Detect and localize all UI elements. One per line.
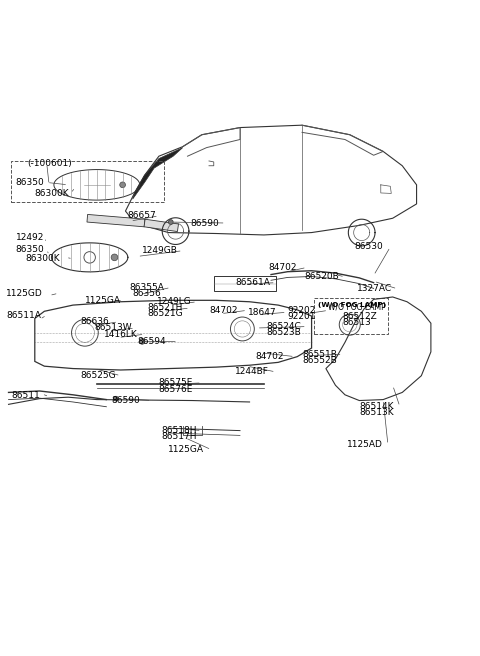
Text: 1125AD: 1125AD xyxy=(348,440,383,449)
Text: 86575E: 86575E xyxy=(159,379,193,388)
Text: 86518H: 86518H xyxy=(161,426,197,435)
Text: 86513W: 86513W xyxy=(95,323,132,333)
Text: (-100601): (-100601) xyxy=(28,159,72,168)
Text: 1249LG: 1249LG xyxy=(156,297,191,306)
Text: 86636: 86636 xyxy=(80,318,109,326)
Text: (W/O FOG LAMP): (W/O FOG LAMP) xyxy=(318,302,386,308)
Text: 86594: 86594 xyxy=(137,337,166,346)
Text: 86300K: 86300K xyxy=(35,189,70,198)
Text: W/O FOG LAMP: W/O FOG LAMP xyxy=(328,302,386,311)
Text: 1327AC: 1327AC xyxy=(357,284,392,293)
Circle shape xyxy=(111,254,118,260)
Text: 86356: 86356 xyxy=(132,289,161,298)
Text: 86590: 86590 xyxy=(111,396,140,405)
Text: 86513K: 86513K xyxy=(360,409,394,417)
Text: 86300K: 86300K xyxy=(25,255,60,263)
Text: 12492: 12492 xyxy=(16,233,44,242)
Text: 86511A: 86511A xyxy=(6,310,41,319)
Bar xyxy=(214,276,276,291)
Text: 86513: 86513 xyxy=(343,318,372,327)
Text: 86514K: 86514K xyxy=(360,402,394,411)
Bar xyxy=(314,298,388,334)
Text: 1416LK: 1416LK xyxy=(104,330,138,338)
Text: 86561A: 86561A xyxy=(235,278,270,287)
Text: 86590: 86590 xyxy=(190,218,219,228)
Circle shape xyxy=(168,220,173,224)
Text: 86511: 86511 xyxy=(11,391,40,400)
Text: 1125GA: 1125GA xyxy=(85,296,121,305)
Bar xyxy=(11,161,164,201)
Text: 86530: 86530 xyxy=(355,242,384,251)
Circle shape xyxy=(114,396,118,401)
Text: 18647: 18647 xyxy=(248,308,277,317)
Text: 86551B: 86551B xyxy=(302,350,337,359)
Text: 86350: 86350 xyxy=(16,245,45,254)
Text: 86523B: 86523B xyxy=(266,328,301,337)
Text: 92201: 92201 xyxy=(288,312,316,321)
Text: 86350: 86350 xyxy=(16,178,45,187)
Text: 86576E: 86576E xyxy=(159,384,193,394)
Circle shape xyxy=(120,182,125,188)
Text: 86525G: 86525G xyxy=(80,371,116,380)
Text: 1244BF: 1244BF xyxy=(235,367,269,377)
Text: 1125GD: 1125GD xyxy=(6,289,43,298)
Text: 86657: 86657 xyxy=(128,211,156,220)
Text: 84702: 84702 xyxy=(269,263,297,272)
Polygon shape xyxy=(144,219,179,232)
Text: 86524C: 86524C xyxy=(266,322,301,331)
Text: 86521G: 86521G xyxy=(147,309,182,318)
Text: 84702: 84702 xyxy=(209,306,238,315)
Text: 86355A: 86355A xyxy=(129,283,164,292)
Polygon shape xyxy=(87,215,145,227)
Text: 86512Z: 86512Z xyxy=(343,312,377,321)
Text: 86521H: 86521H xyxy=(147,304,182,312)
Text: 86517H: 86517H xyxy=(161,432,197,441)
Text: 1125GA: 1125GA xyxy=(168,445,204,454)
Text: 86552B: 86552B xyxy=(302,356,337,365)
Circle shape xyxy=(139,338,145,344)
Text: 86520B: 86520B xyxy=(304,272,339,281)
Text: 84702: 84702 xyxy=(256,352,284,361)
Text: 1249GB: 1249GB xyxy=(142,246,178,255)
Polygon shape xyxy=(132,148,183,199)
Text: 92202: 92202 xyxy=(288,306,316,315)
